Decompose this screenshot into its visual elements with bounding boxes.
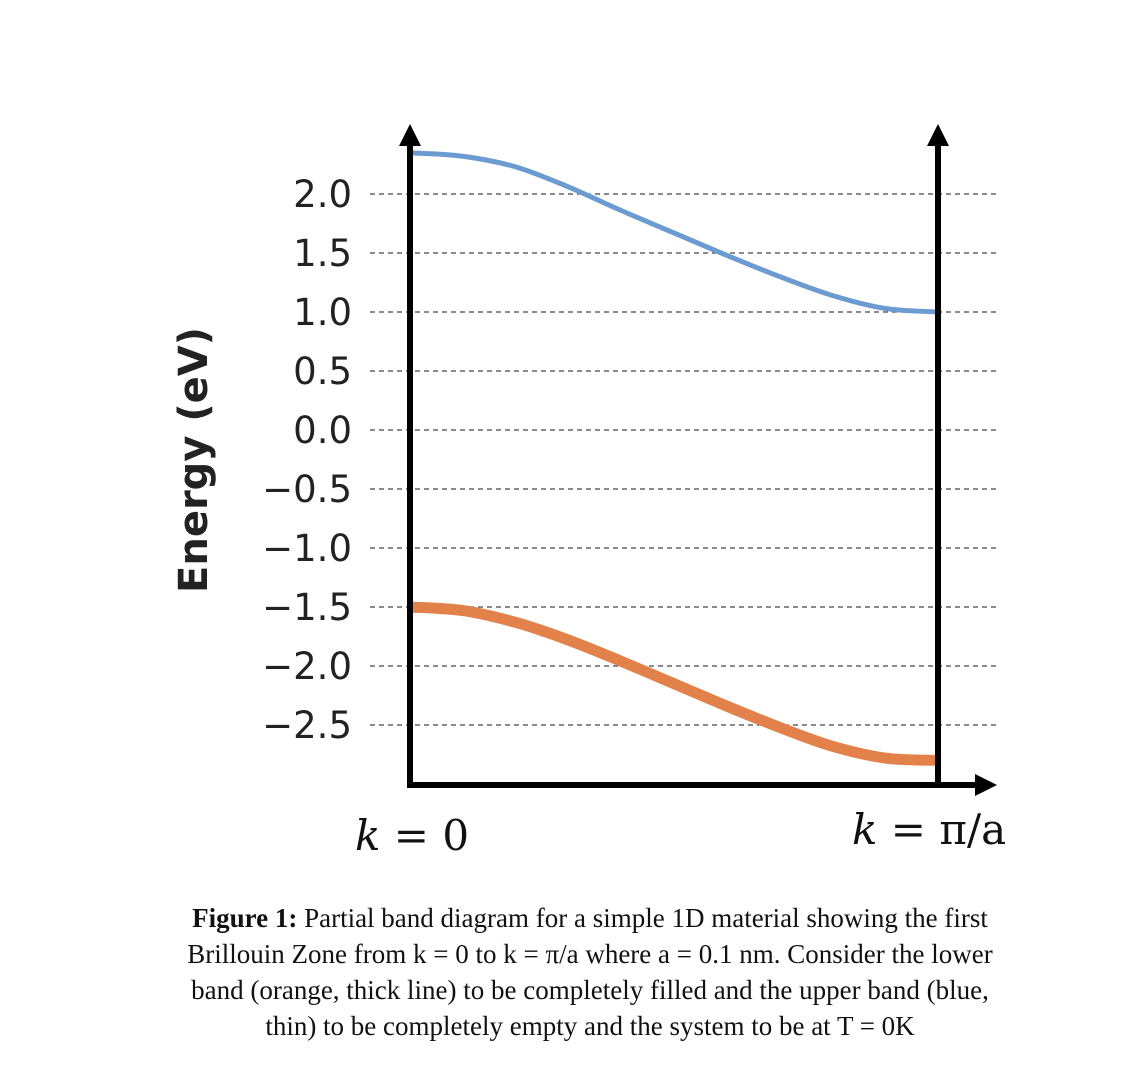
y-tick-label: 0.5 [293, 350, 352, 393]
y-tick-label: 1.0 [293, 291, 352, 334]
y-axis-label: Energy (eV) [171, 327, 217, 593]
x-axis-arrowhead [975, 774, 997, 796]
caption-line-1: Figure 1: Partial band diagram for a sim… [192, 903, 988, 933]
upper-band-curve [409, 150, 939, 315]
y-tick-label: 1.5 [293, 232, 352, 275]
x-label-k-zero: k = 0 [355, 811, 469, 860]
lower-band-curve [409, 601, 939, 766]
caption-line-2: Brillouin Zone from k = 0 to k = π/a whe… [187, 939, 993, 969]
grid-lines [370, 193, 1000, 726]
y-tick-labels: 2.0 1.5 1.0 0.5 0.0 −0.5 −1.0 −1.5 −2.0 −2.5 [262, 173, 352, 747]
y-tick-label: −1.5 [262, 586, 352, 629]
y-tick-label: −1.0 [262, 527, 352, 570]
left-axis-arrowhead [399, 124, 421, 146]
figure-caption: Figure 1: Partial band diagram for a sim… [100, 900, 1080, 1044]
y-tick-label: −2.5 [262, 704, 352, 747]
caption-line-3: band (orange, thick line) to be complete… [191, 975, 989, 1005]
axes [399, 124, 997, 796]
caption-line-4: thin) to be completely empty and the sys… [265, 1011, 915, 1041]
right-axis-arrowhead [927, 124, 949, 146]
y-tick-label: 0.0 [293, 409, 352, 452]
y-tick-label: 2.0 [293, 173, 352, 216]
band-diagram-chart: 2.0 1.5 1.0 0.5 0.0 −0.5 −1.0 −1.5 −2.0 −2.5 Ener… [171, 124, 1006, 860]
band-curves [409, 150, 939, 766]
y-tick-label: −2.0 [262, 645, 352, 688]
y-tick-label: −0.5 [262, 468, 352, 511]
caption-label: Figure 1: [192, 903, 298, 933]
x-label-k-pi-over-a: k = π/a [852, 805, 1006, 854]
